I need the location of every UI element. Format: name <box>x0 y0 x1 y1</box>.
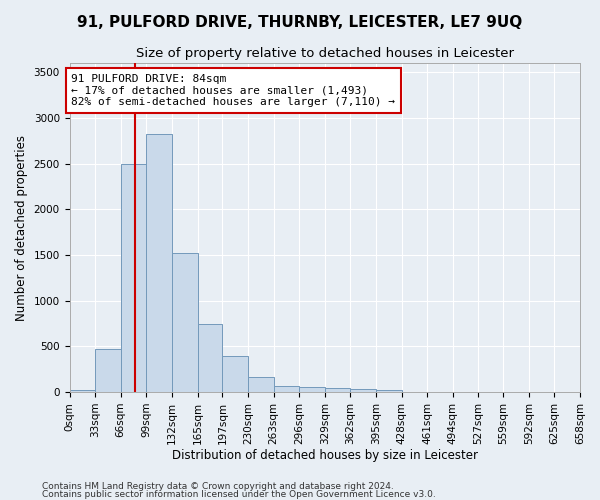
Bar <box>197 324 223 392</box>
Bar <box>223 356 248 392</box>
Bar <box>146 134 172 392</box>
Bar <box>376 390 401 392</box>
Title: Size of property relative to detached houses in Leicester: Size of property relative to detached ho… <box>136 48 514 60</box>
Bar <box>172 253 197 392</box>
Bar <box>274 386 299 392</box>
Bar <box>350 390 376 392</box>
Bar <box>95 349 121 392</box>
X-axis label: Distribution of detached houses by size in Leicester: Distribution of detached houses by size … <box>172 450 478 462</box>
Text: 91 PULFORD DRIVE: 84sqm
← 17% of detached houses are smaller (1,493)
82% of semi: 91 PULFORD DRIVE: 84sqm ← 17% of detache… <box>71 74 395 107</box>
Bar <box>299 387 325 392</box>
Bar <box>70 390 95 392</box>
Text: Contains public sector information licensed under the Open Government Licence v3: Contains public sector information licen… <box>42 490 436 499</box>
Text: Contains HM Land Registry data © Crown copyright and database right 2024.: Contains HM Land Registry data © Crown c… <box>42 482 394 491</box>
Bar <box>248 378 274 392</box>
Bar <box>121 164 146 392</box>
Text: 91, PULFORD DRIVE, THURNBY, LEICESTER, LE7 9UQ: 91, PULFORD DRIVE, THURNBY, LEICESTER, L… <box>77 15 523 30</box>
Y-axis label: Number of detached properties: Number of detached properties <box>15 134 28 320</box>
Bar <box>325 388 350 392</box>
